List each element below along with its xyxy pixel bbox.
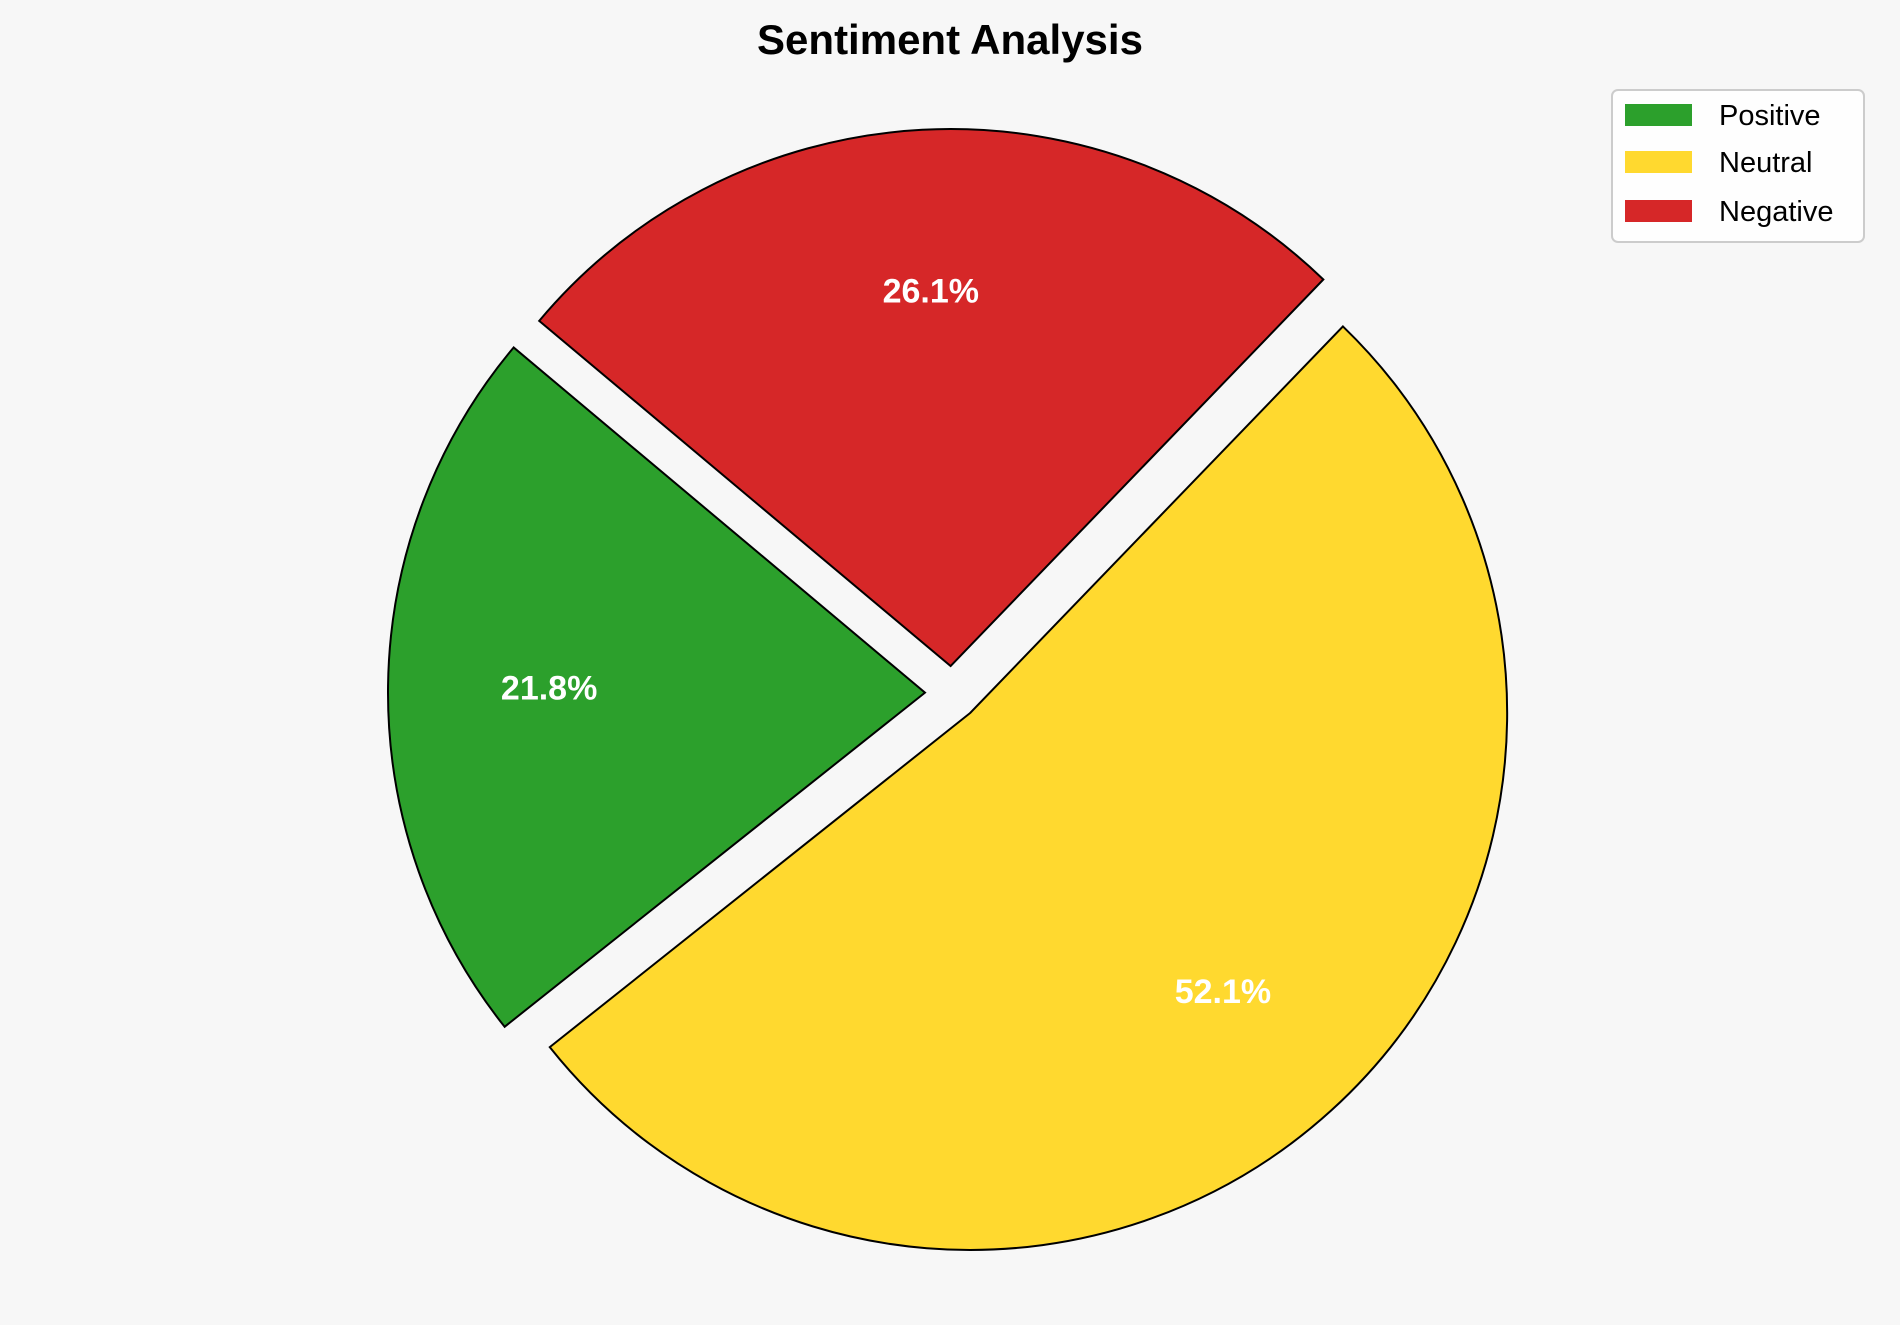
legend-swatch-negative (1625, 200, 1692, 222)
legend-label-neutral: Neutral (1719, 147, 1813, 179)
pie-slice-positive (387, 346, 927, 1029)
legend-label-positive: Positive (1719, 100, 1821, 132)
legend-swatch-neutral (1625, 151, 1692, 173)
slice-label-positive: 21.8% (501, 670, 597, 708)
legend: Positive Neutral Negative (1611, 89, 1865, 243)
slice-label-negative: 26.1% (883, 273, 979, 311)
legend-swatch-positive (1625, 104, 1692, 126)
slice-label-neutral: 52.1% (1175, 973, 1271, 1011)
legend-label-negative: Negative (1719, 196, 1833, 228)
pie-slice-neutral (548, 325, 1509, 1251)
chart-title: Sentiment Analysis (757, 16, 1143, 63)
pie-slice-negative (537, 128, 1325, 668)
